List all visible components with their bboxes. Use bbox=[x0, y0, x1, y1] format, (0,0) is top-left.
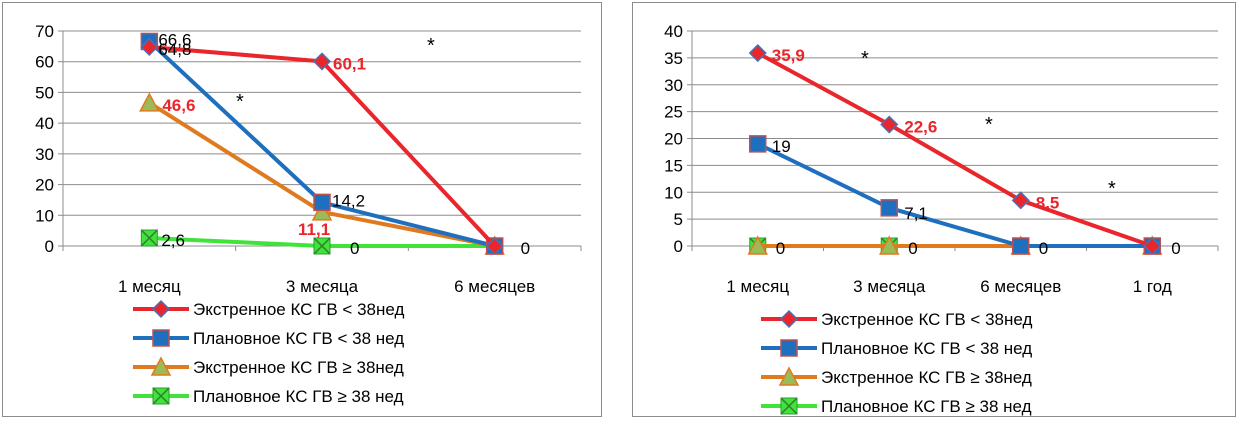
data-label: 22,6 bbox=[904, 118, 937, 137]
y-tick-label: 15 bbox=[664, 156, 683, 175]
y-tick-label: 40 bbox=[35, 114, 54, 133]
data-point bbox=[485, 236, 504, 256]
data-point bbox=[140, 229, 158, 247]
legend-entry: Плановное КС ГВ < 38 нед bbox=[821, 339, 1032, 358]
x-tick-label: 1 месяц bbox=[118, 277, 181, 296]
series-line bbox=[756, 142, 1153, 248]
y-tick-label: 30 bbox=[35, 145, 54, 164]
data-point bbox=[1012, 237, 1030, 255]
data-label: 0 bbox=[776, 239, 785, 258]
legend-marker bbox=[152, 387, 170, 405]
significance-star: * bbox=[427, 35, 435, 57]
y-tick-label: 10 bbox=[664, 183, 683, 202]
y-tick-label: 25 bbox=[664, 103, 683, 122]
data-label: 19 bbox=[772, 137, 791, 156]
y-tick-label: 20 bbox=[664, 130, 683, 149]
chart-left: 0 10 20 30 40 50 60 70 1 месяц 3 месяца 6 месяцев 6… bbox=[35, 22, 582, 406]
data-label: 46,6 bbox=[162, 96, 195, 115]
data-label: 0 bbox=[1171, 239, 1180, 258]
data-label: 0 bbox=[908, 239, 917, 258]
data-point bbox=[1011, 191, 1030, 210]
x-tick-label: 3 месяца bbox=[853, 277, 926, 296]
significance-star: * bbox=[1108, 178, 1116, 200]
data-label: 66,6 bbox=[158, 30, 191, 49]
significance-star: * bbox=[236, 91, 244, 113]
legend-marker bbox=[151, 299, 171, 319]
data-point bbox=[139, 92, 160, 112]
data-point bbox=[311, 201, 333, 221]
data-point bbox=[1143, 236, 1162, 256]
data-label: 11,1 bbox=[298, 220, 330, 239]
y-tick-label: 50 bbox=[35, 83, 54, 102]
data-label: 60,1 bbox=[333, 54, 366, 73]
x-tick-label: 1 месяц bbox=[726, 277, 789, 296]
y-tick-label: 10 bbox=[35, 206, 54, 225]
data-label: 0 bbox=[1039, 239, 1048, 258]
data-point bbox=[879, 235, 900, 255]
y-tick-label: 0 bbox=[45, 237, 54, 256]
legend-marker bbox=[152, 329, 170, 347]
data-point bbox=[748, 43, 767, 63]
x-tick-label: 1 год bbox=[1133, 277, 1172, 296]
legend-marker bbox=[778, 366, 800, 386]
data-point bbox=[880, 199, 898, 217]
chart-left-panel: 0 10 20 30 40 50 60 70 1 месяц 3 месяца 6 месяцев 6… bbox=[2, 2, 602, 417]
legend-entry: Плановное КС ГВ ≥ 38 нед bbox=[821, 397, 1032, 416]
y-tick-label: 5 bbox=[674, 210, 683, 229]
legend-marker bbox=[780, 339, 798, 357]
legend-marker bbox=[780, 397, 798, 415]
data-label: 2,6 bbox=[161, 231, 185, 250]
legend-entry: Плановное КС ГВ ≥ 38 нед bbox=[193, 387, 404, 406]
data-label: 35,9 bbox=[772, 46, 805, 65]
data-label: 0 bbox=[521, 239, 530, 258]
chart-right-panel: 0 5 10 15 20 25 30 35 40 1 месяц 3 месяца 6 месяцев… bbox=[632, 2, 1236, 417]
data-label: 0 bbox=[350, 239, 359, 258]
significance-star: * bbox=[985, 114, 993, 136]
x-tick-label: 6 месяцев bbox=[980, 277, 1061, 296]
data-point bbox=[747, 235, 768, 255]
y-tick-label: 35 bbox=[664, 49, 683, 68]
y-tick-label: 20 bbox=[35, 176, 54, 195]
legend-entry: Экстренное КС ГВ ≥ 38нед bbox=[193, 358, 404, 377]
legend-entry: Экстренное КС ГВ < 38нед bbox=[821, 310, 1032, 329]
y-tick-label: 60 bbox=[35, 53, 54, 72]
x-tick-label: 3 месяца bbox=[286, 277, 359, 296]
data-label: 7,1 bbox=[904, 204, 928, 223]
legend-marker bbox=[150, 356, 172, 376]
x-tick-label: 6 месяцев bbox=[454, 277, 535, 296]
y-tick-label: 0 bbox=[674, 237, 683, 256]
series-line bbox=[756, 51, 1153, 248]
legend-entry: Экстренное КС ГВ ≥ 38нед bbox=[821, 368, 1032, 387]
y-tick-label: 30 bbox=[664, 76, 683, 95]
y-tick-label: 40 bbox=[664, 22, 683, 41]
data-point bbox=[313, 193, 331, 212]
data-label: 14,2 bbox=[332, 191, 365, 210]
data-point bbox=[312, 52, 332, 71]
data-point bbox=[749, 135, 767, 153]
legend-marker bbox=[779, 309, 799, 329]
legend-entry: Экстренное КС ГВ < 38нед bbox=[193, 300, 404, 319]
chart-right: 0 5 10 15 20 25 30 35 40 1 месяц 3 месяца 6 месяцев… bbox=[664, 22, 1219, 416]
data-point bbox=[880, 115, 899, 134]
legend-entry: Плановное КС ГВ < 38 нед bbox=[193, 329, 404, 348]
data-point bbox=[313, 237, 331, 255]
data-label: 8,5 bbox=[1036, 193, 1060, 212]
y-tick-label: 70 bbox=[35, 22, 54, 41]
data-point bbox=[140, 37, 159, 57]
data-label: 64,8 bbox=[158, 40, 191, 59]
significance-star: * bbox=[861, 48, 869, 70]
